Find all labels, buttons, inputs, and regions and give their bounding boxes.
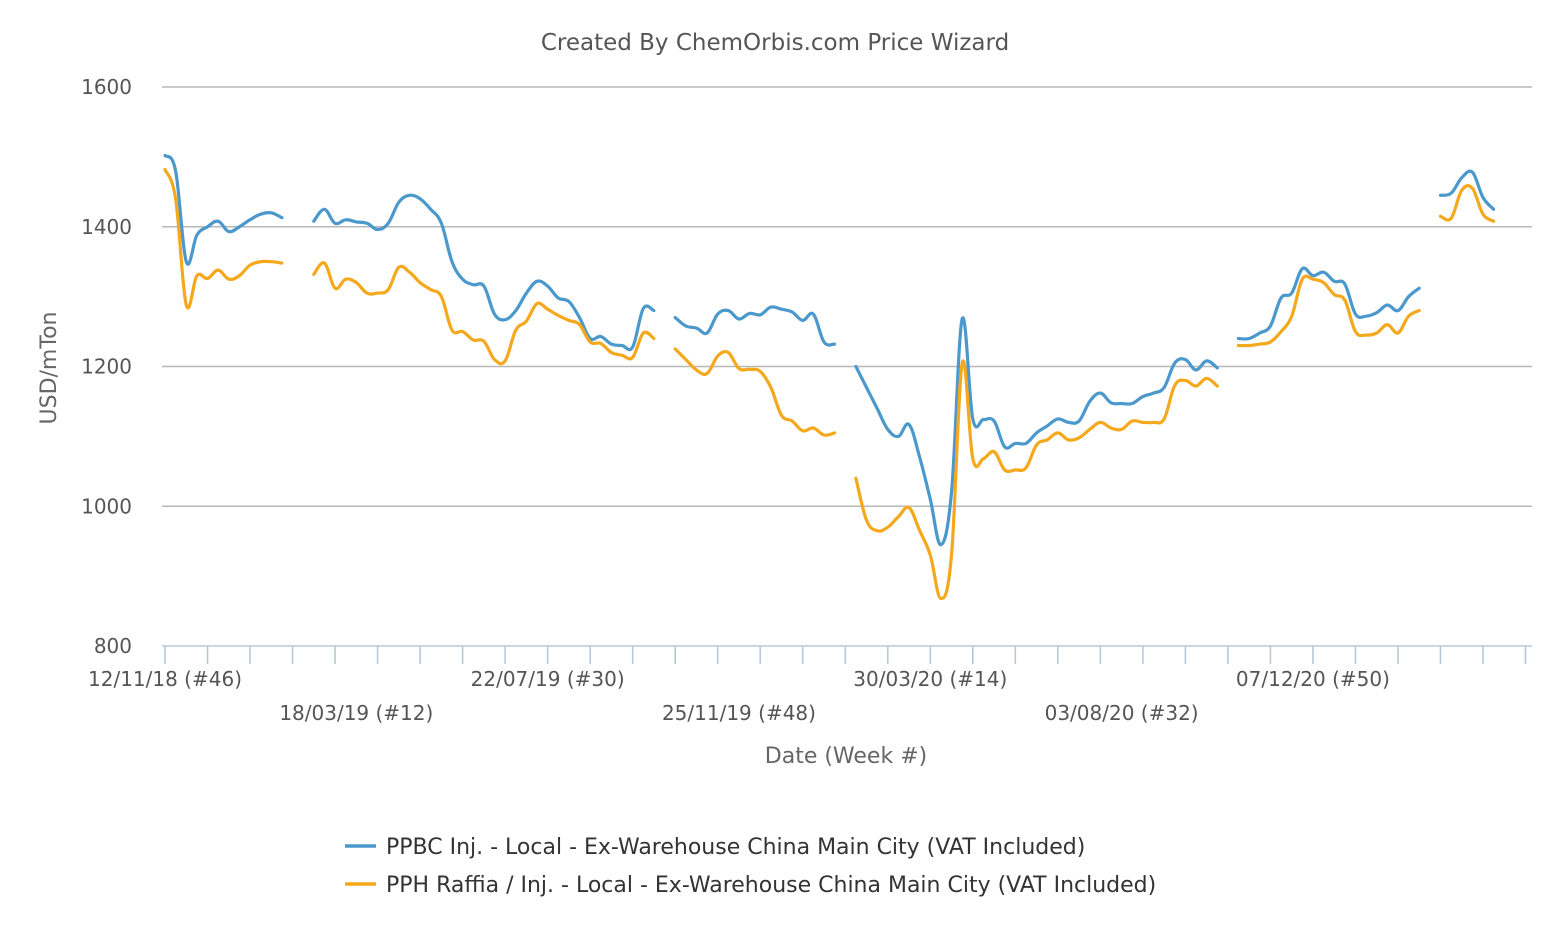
legend-label-pph: PPH Raffia / Inj. - Local - Ex-Warehouse… xyxy=(386,873,1156,898)
series-ppbc[interactable] xyxy=(163,153,1496,547)
y-tick-label: 1400 xyxy=(81,215,132,239)
x-tick-label: 12/11/18 (#46) xyxy=(88,667,242,691)
series-line-segment[interactable] xyxy=(163,167,284,310)
x-tick-label: 22/07/19 (#30) xyxy=(471,667,625,691)
series-line-segment[interactable] xyxy=(163,153,284,266)
series-line-segment[interactable] xyxy=(673,347,837,437)
series-line-segment[interactable] xyxy=(312,261,656,366)
x-axis-ticks: 12/11/18 (#46) 18/03/19 (#12) 22/07/19 (#3… xyxy=(88,646,1527,725)
series-line-segment[interactable] xyxy=(854,359,1219,601)
y-tick-label: 800 xyxy=(94,634,132,658)
y-axis-ticks: 800 1000 1200 1400 1600 xyxy=(81,75,132,658)
series-line-segment[interactable] xyxy=(854,316,1219,547)
legend-item-ppbc[interactable]: PPBC Inj. - Local - Ex-Warehouse China M… xyxy=(345,835,1085,860)
x-axis-label: Date (Week #) xyxy=(765,744,927,769)
y-tick-label: 1000 xyxy=(81,494,132,518)
series-line-segment[interactable] xyxy=(673,305,837,347)
series-line-segment[interactable] xyxy=(1236,274,1421,348)
series-line-segment[interactable] xyxy=(1438,169,1496,211)
series-lines[interactable] xyxy=(163,153,1496,601)
legend-item-pph[interactable]: PPH Raffia / Inj. - Local - Ex-Warehouse… xyxy=(345,873,1156,898)
legend-label-ppbc: PPBC Inj. - Local - Ex-Warehouse China M… xyxy=(386,835,1085,860)
x-tick-label: 07/12/20 (#50) xyxy=(1236,667,1390,691)
y-axis-label: USD/mTon xyxy=(37,312,62,425)
series-line-segment[interactable] xyxy=(312,193,656,352)
x-tick-label: 18/03/19 (#12) xyxy=(279,701,433,725)
series-line-segment[interactable] xyxy=(1236,266,1421,341)
y-tick-label: 1600 xyxy=(81,75,132,99)
x-tick-label: 03/08/20 (#32) xyxy=(1045,701,1199,725)
series-line-segment[interactable] xyxy=(1438,184,1496,223)
x-tick-label: 25/11/19 (#48) xyxy=(662,701,816,725)
gridlines xyxy=(162,86,1532,508)
series-pph[interactable] xyxy=(163,167,1496,601)
chart-title: Created By ChemOrbis.com Price Wizard xyxy=(541,30,1009,56)
y-tick-label: 1200 xyxy=(81,355,132,379)
legend[interactable]: PPBC Inj. - Local - Ex-Warehouse China M… xyxy=(345,835,1156,898)
x-tick-label: 30/03/20 (#14) xyxy=(853,667,1007,691)
